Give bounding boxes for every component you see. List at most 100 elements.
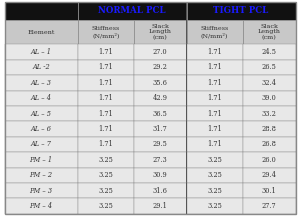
Bar <box>243 75 296 91</box>
Text: 27.7: 27.7 <box>262 202 276 210</box>
Bar <box>243 121 296 137</box>
Bar <box>78 20 134 44</box>
Text: 3.25: 3.25 <box>98 156 113 164</box>
Bar <box>134 152 187 168</box>
Text: 29.2: 29.2 <box>153 64 168 71</box>
Bar <box>243 44 296 60</box>
Bar <box>78 106 134 121</box>
Bar <box>187 121 243 137</box>
Text: 32.4: 32.4 <box>262 79 277 87</box>
Bar <box>134 106 187 121</box>
Text: 3.25: 3.25 <box>207 156 222 164</box>
Bar <box>243 183 296 199</box>
Bar <box>186 91 188 106</box>
Bar <box>186 121 188 137</box>
Text: AL – 4: AL – 4 <box>31 94 52 102</box>
Bar <box>187 106 243 121</box>
Text: 35.6: 35.6 <box>153 79 168 87</box>
Bar <box>186 2 188 20</box>
Bar <box>4 106 78 121</box>
Text: Stiffness
(N/mm²): Stiffness (N/mm²) <box>92 26 120 38</box>
Text: 42.9: 42.9 <box>153 94 168 102</box>
Text: 3.25: 3.25 <box>98 202 113 210</box>
Text: 30.9: 30.9 <box>153 171 168 179</box>
Bar <box>243 20 296 44</box>
Bar <box>243 168 296 183</box>
Bar <box>186 44 188 60</box>
Bar <box>186 199 188 214</box>
Text: 29.1: 29.1 <box>153 202 168 210</box>
Bar <box>187 152 243 168</box>
Text: 1.71: 1.71 <box>207 140 222 148</box>
Text: 36.5: 36.5 <box>153 110 168 118</box>
Bar <box>134 121 187 137</box>
Text: 1.71: 1.71 <box>98 140 113 148</box>
Text: Slack
Length
(cm): Slack Length (cm) <box>258 24 280 40</box>
Text: 29.4: 29.4 <box>262 171 277 179</box>
Text: AL – 3: AL – 3 <box>31 79 52 87</box>
Bar <box>187 20 243 44</box>
Text: PM – 3: PM – 3 <box>29 187 53 195</box>
Text: 29.5: 29.5 <box>153 140 168 148</box>
Bar <box>134 60 187 75</box>
Bar <box>78 121 134 137</box>
Bar <box>134 20 187 44</box>
Text: 26.8: 26.8 <box>262 140 277 148</box>
Text: 27.3: 27.3 <box>153 156 168 164</box>
Text: 31.7: 31.7 <box>153 125 168 133</box>
Bar <box>187 60 243 75</box>
Bar <box>4 183 78 199</box>
Bar <box>134 75 187 91</box>
Bar <box>134 183 187 199</box>
Bar <box>4 75 78 91</box>
Text: 26.5: 26.5 <box>262 64 277 71</box>
Bar <box>186 60 188 75</box>
Text: 24.5: 24.5 <box>262 48 277 56</box>
Text: 39.0: 39.0 <box>262 94 277 102</box>
Text: PM – 4: PM – 4 <box>29 202 53 210</box>
Bar <box>243 91 296 106</box>
Bar <box>78 183 134 199</box>
Bar <box>78 199 134 214</box>
Text: 1.71: 1.71 <box>98 48 113 56</box>
Text: 1.71: 1.71 <box>207 125 222 133</box>
Bar <box>243 137 296 152</box>
Bar <box>243 199 296 214</box>
Text: 27.0: 27.0 <box>153 48 167 56</box>
Bar <box>134 137 187 152</box>
Bar <box>187 44 243 60</box>
Bar <box>78 2 187 20</box>
Text: 3.25: 3.25 <box>207 171 222 179</box>
Text: PM – 2: PM – 2 <box>29 171 53 179</box>
Bar <box>4 137 78 152</box>
Text: 3.25: 3.25 <box>207 187 222 195</box>
Text: AL – 5: AL – 5 <box>31 110 52 118</box>
Text: 1.71: 1.71 <box>98 125 113 133</box>
Bar <box>186 75 188 91</box>
Bar <box>4 168 78 183</box>
Text: 31.6: 31.6 <box>153 187 168 195</box>
Bar <box>78 44 134 60</box>
Bar <box>4 199 78 214</box>
Bar <box>4 121 78 137</box>
Text: 1.71: 1.71 <box>98 64 113 71</box>
Text: AL -2: AL -2 <box>32 64 50 71</box>
Text: 1.71: 1.71 <box>207 64 222 71</box>
Bar <box>78 91 134 106</box>
Text: AL – 6: AL – 6 <box>31 125 52 133</box>
Bar <box>134 199 187 214</box>
Text: 33.2: 33.2 <box>262 110 277 118</box>
Text: 3.25: 3.25 <box>207 202 222 210</box>
Bar <box>4 91 78 106</box>
Bar <box>187 75 243 91</box>
Bar <box>186 20 188 44</box>
Bar <box>78 152 134 168</box>
Bar <box>134 44 187 60</box>
Text: 1.71: 1.71 <box>207 48 222 56</box>
Text: 1.71: 1.71 <box>207 110 222 118</box>
Bar <box>186 168 188 183</box>
Text: 28.8: 28.8 <box>262 125 277 133</box>
Text: Slack
Length
(cm): Slack Length (cm) <box>149 24 172 40</box>
Text: NORMAL PCL: NORMAL PCL <box>98 6 166 15</box>
Text: 26.0: 26.0 <box>262 156 277 164</box>
